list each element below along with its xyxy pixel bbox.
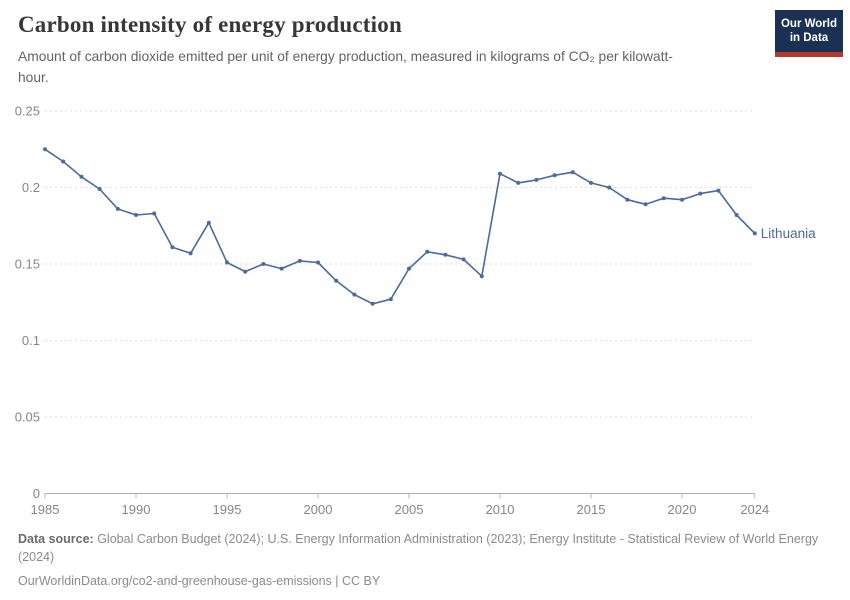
- x-tick-label: 2020: [668, 502, 697, 517]
- y-tick-label: 0.15: [15, 257, 40, 272]
- x-tick-label: 2005: [395, 502, 424, 517]
- data-point[interactable]: [188, 251, 193, 256]
- chart-svg: 0 0.05 0.1 0.15 0.2 0.25 1985 1990 1995 2000 2005 2…: [15, 104, 816, 518]
- x-tick-label: 2010: [486, 502, 515, 517]
- data-source-line: Data source: Global Carbon Budget (2024)…: [18, 530, 830, 566]
- y-tick-label: 0.2: [22, 180, 40, 195]
- data-point[interactable]: [534, 177, 539, 182]
- data-point[interactable]: [388, 297, 393, 302]
- data-point[interactable]: [643, 202, 648, 207]
- data-point[interactable]: [570, 170, 575, 175]
- x-tick-label: 2015: [577, 502, 606, 517]
- x-tick-label: 2000: [304, 502, 333, 517]
- data-point[interactable]: [698, 191, 703, 196]
- chart-footer: Data source: Global Carbon Budget (2024)…: [18, 530, 830, 590]
- data-point[interactable]: [589, 180, 593, 185]
- data-source-label: Data source:: [18, 532, 94, 546]
- data-point[interactable]: [407, 266, 411, 271]
- owid-logo[interactable]: Our World in Data: [775, 10, 843, 57]
- y-tick-label: 0.05: [15, 410, 40, 425]
- data-point[interactable]: [316, 260, 320, 265]
- data-point[interactable]: [607, 185, 612, 190]
- data-source-text: Global Carbon Budget (2024); U.S. Energy…: [18, 532, 819, 565]
- data-point[interactable]: [479, 274, 484, 279]
- data-point[interactable]: [461, 257, 466, 262]
- data-point[interactable]: [352, 292, 357, 297]
- owid-logo-line1: Our World: [780, 18, 837, 30]
- data-point[interactable]: [370, 301, 375, 306]
- data-point[interactable]: [752, 231, 757, 236]
- data-point[interactable]: [152, 211, 157, 216]
- data-point[interactable]: [680, 197, 684, 202]
- chart-header: Carbon intensity of energy production Am…: [18, 12, 763, 88]
- data-point[interactable]: [61, 159, 66, 164]
- owid-logo-line2: in Data: [789, 32, 829, 45]
- page-title: Carbon intensity of energy production: [18, 12, 402, 37]
- data-point[interactable]: [498, 171, 502, 176]
- x-tick-label: 1985: [31, 502, 60, 517]
- data-point[interactable]: [261, 262, 266, 266]
- data-point[interactable]: [716, 188, 721, 193]
- data-line[interactable]: [44, 148, 756, 305]
- data-point[interactable]: [625, 197, 630, 202]
- y-tick-label: 0.25: [15, 104, 40, 119]
- data-point[interactable]: [516, 180, 521, 185]
- data-point[interactable]: [134, 213, 138, 217]
- chart-subtitle: Amount of carbon dioxide emitted per uni…: [18, 49, 673, 85]
- data-point[interactable]: [79, 174, 84, 179]
- data-point[interactable]: [279, 266, 284, 271]
- data-point[interactable]: [115, 206, 120, 211]
- data-point[interactable]: [43, 147, 47, 152]
- data-point[interactable]: [425, 249, 430, 254]
- data-point[interactable]: [297, 258, 302, 263]
- x-tick-label: 1990: [122, 502, 151, 517]
- data-point[interactable]: [225, 260, 229, 265]
- data-point[interactable]: [443, 252, 448, 257]
- data-point[interactable]: [243, 269, 248, 274]
- x-tick-label: 1995: [213, 502, 242, 517]
- y-tick-label: 0: [33, 486, 40, 501]
- url-license-line[interactable]: OurWorldinData.org/co2-and-greenhouse-ga…: [18, 574, 381, 589]
- data-point[interactable]: [206, 220, 211, 225]
- data-point[interactable]: [170, 245, 175, 250]
- y-tick-label: 0.1: [22, 333, 40, 348]
- data-point[interactable]: [334, 278, 339, 283]
- data-point[interactable]: [734, 213, 739, 217]
- data-point[interactable]: [661, 196, 666, 201]
- data-point[interactable]: [552, 173, 557, 178]
- series-end-label[interactable]: Lithuania: [761, 226, 816, 241]
- data-point[interactable]: [97, 187, 102, 191]
- x-tick-label: 2024: [740, 502, 769, 517]
